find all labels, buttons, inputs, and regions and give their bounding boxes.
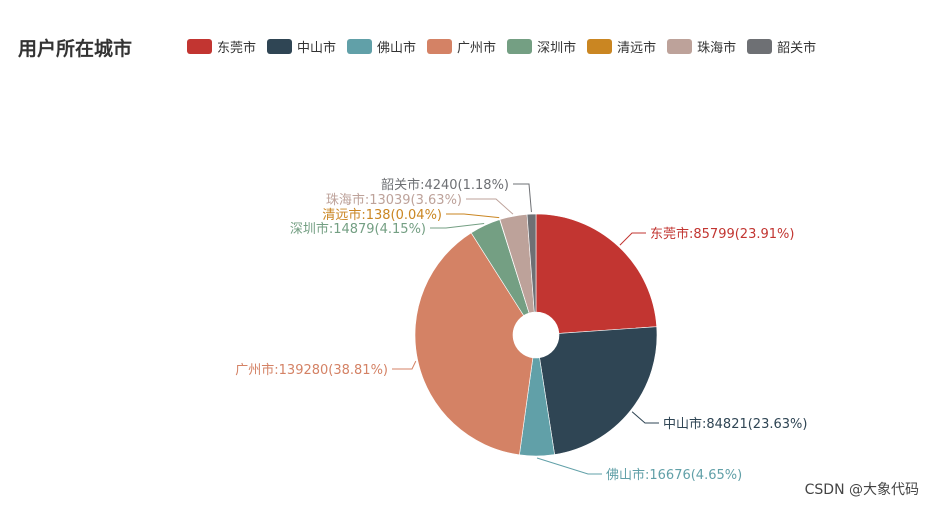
data-label: 中山市:84821(23.63%) — [663, 416, 807, 432]
legend-label: 东莞市 — [217, 41, 257, 56]
leader-line — [619, 232, 646, 246]
legend-swatch — [587, 39, 613, 54]
data-label: 清远市:138(0.04%) — [322, 207, 442, 223]
legend-swatch — [667, 39, 693, 54]
leader-line — [430, 222, 485, 229]
chart-legend: 东莞市 中山市 佛山市 广州市 深圳市 清远市 珠海市 韶关市 — [187, 37, 827, 56]
data-label: 韶关市:4240(1.18%) — [381, 177, 509, 193]
legend-label: 韶关市 — [777, 41, 817, 56]
leader-line — [513, 183, 532, 213]
legend-item[interactable]: 佛山市 — [347, 37, 416, 56]
legend-item[interactable]: 东莞市 — [187, 37, 256, 56]
pie-slice[interactable] — [414, 232, 534, 456]
legend-item[interactable]: 广州市 — [427, 37, 496, 56]
legend-item[interactable]: 珠海市 — [667, 37, 736, 56]
legend-label: 中山市 — [297, 41, 337, 56]
watermark: CSDN @大象代码 — [804, 482, 919, 498]
chart-title: 用户所在城市 — [18, 38, 133, 60]
leader-line — [631, 411, 659, 424]
legend-label: 珠海市 — [697, 41, 737, 56]
legend-label: 深圳市 — [537, 41, 577, 56]
data-label: 东莞市:85799(23.91%) — [650, 226, 794, 242]
legend-item[interactable]: 韶关市 — [747, 37, 816, 56]
data-label: 珠海市:13039(3.63%) — [326, 192, 462, 208]
legend-item[interactable]: 中山市 — [267, 37, 336, 56]
legend-swatch — [267, 39, 293, 54]
pie-slice[interactable] — [526, 213, 537, 313]
legend-swatch — [747, 39, 773, 54]
legend-label: 清远市 — [617, 41, 657, 56]
data-label: 深圳市:14879(4.15%) — [290, 221, 426, 237]
data-label: 广州市:139280(38.81%) — [235, 362, 388, 378]
leader-line — [536, 457, 602, 475]
pie-slice[interactable] — [539, 326, 658, 455]
leader-line — [466, 198, 514, 215]
legend-swatch — [507, 39, 533, 54]
legend-item[interactable]: 清远市 — [587, 37, 656, 56]
legend-swatch — [347, 39, 373, 54]
leader-line — [446, 213, 500, 219]
legend-item[interactable]: 深圳市 — [507, 37, 576, 56]
legend-label: 广州市 — [457, 41, 497, 56]
legend-label: 佛山市 — [377, 41, 417, 56]
legend-swatch — [427, 39, 453, 54]
leader-line — [392, 360, 417, 370]
pie-slice[interactable] — [535, 213, 658, 334]
data-label: 佛山市:16676(4.65%) — [606, 467, 742, 483]
legend-swatch — [187, 39, 212, 54]
